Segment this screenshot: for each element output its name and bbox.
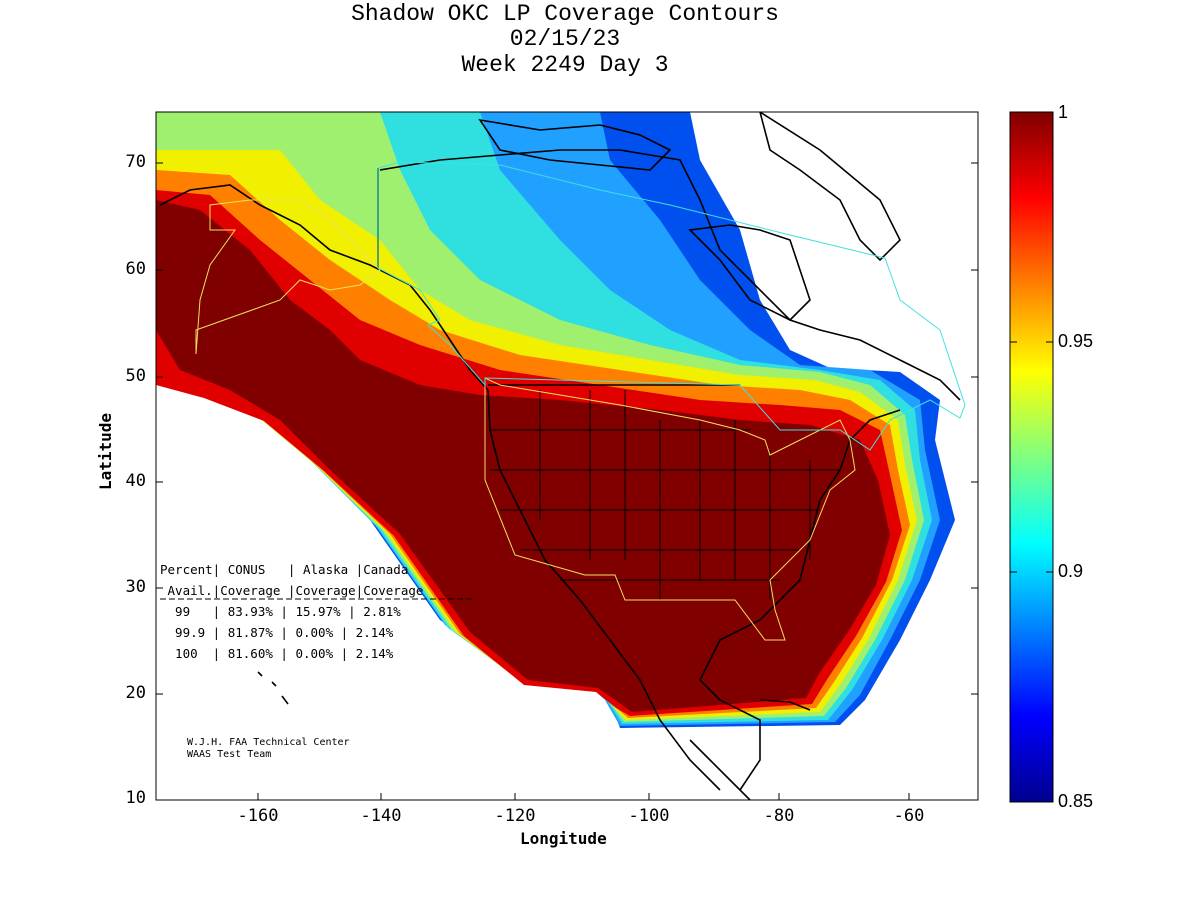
hudson-bay [688,224,811,321]
stats-row: 100 | 81.60% | 0.00% | 2.14% [160,646,394,661]
arctic-islands [478,118,672,171]
y-tick-label: 60 [125,259,146,279]
chart-week: Week 2249 Day 3 [461,52,669,78]
colorbar-tick-label: 0.95 [1058,331,1094,351]
y-tick-label: 30 [125,577,146,597]
hawaii [257,671,289,705]
axis-ticks [156,162,978,800]
gulf-coast [699,409,901,791]
stats-row: 99 | 83.93% | 15.97% | 2.81% [160,604,401,619]
plot-frame [155,111,979,801]
x-tick-label: -80 [763,806,795,826]
y-tick-label: 70 [125,152,146,172]
x-axis-label: Longitude [520,829,607,848]
stats-subheader: Avail.|Coverage |Coverage|Coverage [160,583,424,598]
contour-darkred [156,200,890,712]
canada-boundary [377,161,966,451]
colorbar [1009,111,1054,803]
y-tick-label: 40 [125,471,146,491]
y-tick-label: 10 [125,788,146,808]
colorbar-tick-label: 0.85 [1058,791,1094,811]
y-tick-label: 50 [125,366,146,386]
alaska-boundary [195,199,381,355]
conus-boundary [484,377,856,641]
credit-line: WAAS Test Team [187,749,272,760]
colorbar-tick-label: 1 [1058,102,1069,122]
stats-header: Percent| CONUS | Alaska |Canada [160,562,409,577]
x-tick-label: -60 [893,806,925,826]
colorbar-tick-label: 0.9 [1058,561,1084,581]
x-tick-label: -140 [360,806,402,826]
stats-row: 99.9 | 81.87% | 0.00% | 2.14% [160,625,394,640]
x-tick-label: -160 [237,806,279,826]
state-lines [490,390,840,600]
alaska-coast [159,184,489,391]
west-coast [487,389,721,791]
region-boundaries [195,161,966,641]
colorbar-ticks [1010,341,1053,573]
credit-note: W.J.H. FAA Technical Center WAAS Test Tea… [187,737,350,761]
x-tick-label: -100 [628,806,670,826]
coverage-stats-table: Percent| CONUS | Alaska |Canada Avail.|C… [160,559,423,664]
x-tick-label: -120 [494,806,536,826]
central-america [689,739,751,800]
greenland [759,112,901,262]
coastlines [159,112,961,800]
y-tick-label: 20 [125,683,146,703]
cuba [759,699,811,711]
chart-title: Shadow OKC LP Coverage Contours [351,1,779,27]
chart-date: 02/15/23 [509,26,621,52]
credit-line: W.J.H. FAA Technical Center [187,737,350,748]
